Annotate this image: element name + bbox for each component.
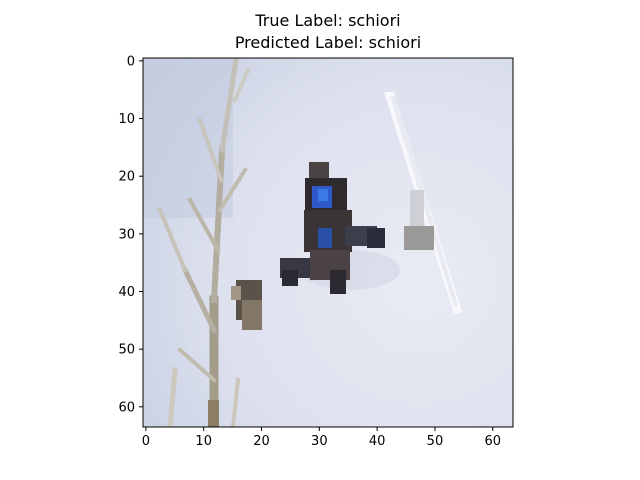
x-axis: 0 10 20 30 40 50 60 xyxy=(142,427,501,449)
axes-frame xyxy=(142,57,514,428)
x-tick-label: 60 xyxy=(484,434,501,449)
y-tick-label: 0 xyxy=(127,54,135,69)
x-tick-label: 0 xyxy=(142,434,150,449)
x-tick-label: 10 xyxy=(195,434,212,449)
y-tick-label: 50 xyxy=(118,343,135,358)
figure-title-predicted-label: Predicted Label: schiori xyxy=(234,33,422,52)
x-tick-label: 40 xyxy=(369,434,386,449)
x-tick-label: 30 xyxy=(311,434,328,449)
x-tick-label: 50 xyxy=(427,434,444,449)
y-tick-label: 40 xyxy=(118,285,135,300)
y-tick-label: 20 xyxy=(118,170,135,185)
figure-title-true-label: True Label: schiori xyxy=(255,11,401,30)
y-axis: 0 10 20 30 40 50 60 xyxy=(118,54,143,415)
bare-tree xyxy=(157,58,251,427)
snow-debris xyxy=(231,280,262,330)
x-tick-label: 20 xyxy=(253,434,270,449)
rider xyxy=(280,162,434,294)
y-tick-label: 10 xyxy=(118,112,135,127)
snowboarder-image xyxy=(143,58,513,427)
y-tick-label: 60 xyxy=(118,400,135,415)
y-tick-label: 30 xyxy=(118,227,135,242)
